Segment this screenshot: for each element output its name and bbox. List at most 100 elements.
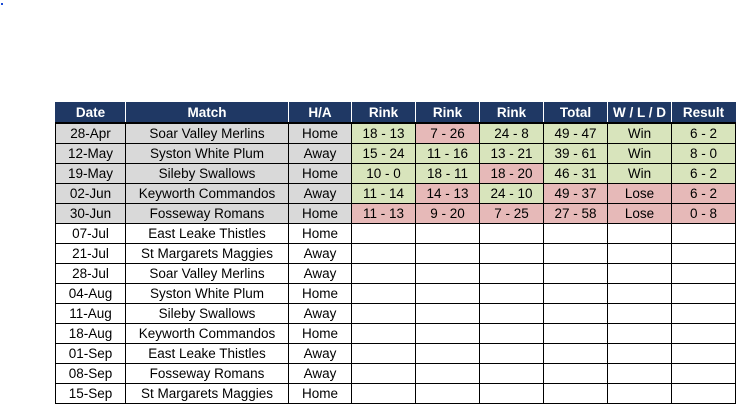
result-cell[interactable]: 6 - 2 [671,163,736,184]
date-cell[interactable]: 19-May [55,163,126,184]
header-home-away[interactable]: H/A [288,102,352,124]
rink-1-cell[interactable]: 11 - 13 [351,203,416,224]
home-away-cell[interactable]: Away [288,263,352,284]
total-cell[interactable] [543,363,608,384]
rink-3-cell[interactable]: 13 - 21 [479,143,544,164]
result-cell[interactable] [671,343,736,364]
rink-3-cell[interactable] [479,383,544,404]
rink-3-cell[interactable]: 18 - 20 [479,163,544,184]
rink-2-cell[interactable] [415,323,480,344]
total-cell[interactable]: 39 - 61 [543,143,608,164]
home-away-cell[interactable]: Away [288,143,352,164]
win-lose-draw-cell[interactable]: Lose [607,203,672,224]
header-rink-3[interactable]: Rink [479,102,544,124]
rink-3-cell[interactable] [479,343,544,364]
total-cell[interactable] [543,303,608,324]
home-away-cell[interactable]: Home [288,283,352,304]
date-cell[interactable]: 30-Jun [55,203,126,224]
win-lose-draw-cell[interactable] [607,363,672,384]
match-cell[interactable]: St Margarets Maggies [125,243,289,264]
win-lose-draw-cell[interactable]: Win [607,163,672,184]
home-away-cell[interactable]: Home [288,323,352,344]
rink-2-cell[interactable] [415,223,480,244]
date-cell[interactable]: 07-Jul [55,223,126,244]
rink-3-cell[interactable] [479,323,544,344]
date-cell[interactable]: 08-Sep [55,363,126,384]
total-cell[interactable]: 27 - 58 [543,203,608,224]
date-cell[interactable]: 28-Jul [55,263,126,284]
result-cell[interactable] [671,303,736,324]
date-cell[interactable]: 28-Apr [55,122,126,144]
date-cell[interactable]: 18-Aug [55,323,126,344]
match-cell[interactable]: Fosseway Romans [125,203,289,224]
home-away-cell[interactable]: Home [288,163,352,184]
rink-3-cell[interactable] [479,263,544,284]
win-lose-draw-cell[interactable]: Win [607,122,672,144]
total-cell[interactable] [543,263,608,284]
header-rink-1[interactable]: Rink [351,102,416,124]
home-away-cell[interactable]: Away [288,243,352,264]
match-cell[interactable]: Soar Valley Merlins [125,122,289,144]
header-match[interactable]: Match [125,102,289,124]
home-away-cell[interactable]: Home [288,203,352,224]
rink-2-cell[interactable] [415,283,480,304]
result-cell[interactable]: 6 - 2 [671,183,736,204]
rink-3-cell[interactable]: 7 - 25 [479,203,544,224]
total-cell[interactable] [543,243,608,264]
rink-3-cell[interactable] [479,363,544,384]
date-cell[interactable]: 02-Jun [55,183,126,204]
rink-1-cell[interactable] [351,263,416,284]
home-away-cell[interactable]: Away [288,363,352,384]
rink-2-cell[interactable] [415,243,480,264]
match-cell[interactable]: Syston White Plum [125,143,289,164]
total-cell[interactable]: 49 - 37 [543,183,608,204]
win-lose-draw-cell[interactable] [607,223,672,244]
header-total[interactable]: Total [543,102,608,124]
rink-3-cell[interactable]: 24 - 8 [479,122,544,144]
total-cell[interactable] [543,343,608,364]
header-date[interactable]: Date [55,102,126,124]
rink-2-cell[interactable]: 18 - 11 [415,163,480,184]
win-lose-draw-cell[interactable] [607,243,672,264]
win-lose-draw-cell[interactable]: Win [607,143,672,164]
result-cell[interactable]: 0 - 8 [671,203,736,224]
result-cell[interactable] [671,223,736,244]
rink-3-cell[interactable] [479,303,544,324]
rink-1-cell[interactable] [351,383,416,404]
date-cell[interactable]: 12-May [55,143,126,164]
rink-2-cell[interactable] [415,303,480,324]
match-cell[interactable]: Syston White Plum [125,283,289,304]
match-cell[interactable]: East Leake Thistles [125,343,289,364]
total-cell[interactable] [543,283,608,304]
date-cell[interactable]: 04-Aug [55,283,126,304]
rink-2-cell[interactable]: 7 - 26 [415,122,480,144]
date-cell[interactable]: 01-Sep [55,343,126,364]
rink-2-cell[interactable] [415,263,480,284]
home-away-cell[interactable]: Away [288,303,352,324]
home-away-cell[interactable]: Home [288,122,352,144]
rink-2-cell[interactable]: 9 - 20 [415,203,480,224]
rink-1-cell[interactable] [351,363,416,384]
match-cell[interactable]: East Leake Thistles [125,223,289,244]
win-lose-draw-cell[interactable]: Lose [607,183,672,204]
win-lose-draw-cell[interactable] [607,303,672,324]
win-lose-draw-cell[interactable] [607,343,672,364]
total-cell[interactable]: 46 - 31 [543,163,608,184]
match-cell[interactable]: Sileby Swallows [125,303,289,324]
match-cell[interactable]: Soar Valley Merlins [125,263,289,284]
total-cell[interactable]: 49 - 47 [543,122,608,144]
total-cell[interactable] [543,323,608,344]
home-away-cell[interactable]: Home [288,383,352,404]
rink-3-cell[interactable] [479,243,544,264]
match-cell[interactable]: St Margarets Maggies [125,383,289,404]
win-lose-draw-cell[interactable] [607,263,672,284]
rink-1-cell[interactable]: 11 - 14 [351,183,416,204]
home-away-cell[interactable]: Home [288,223,352,244]
match-cell[interactable]: Keyworth Commandos [125,323,289,344]
rink-1-cell[interactable]: 15 - 24 [351,143,416,164]
result-cell[interactable] [671,263,736,284]
rink-1-cell[interactable] [351,303,416,324]
home-away-cell[interactable]: Away [288,343,352,364]
match-cell[interactable]: Sileby Swallows [125,163,289,184]
header-result[interactable]: Result [671,102,736,124]
